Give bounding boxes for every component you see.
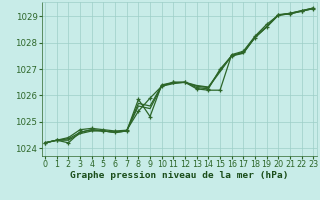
X-axis label: Graphe pression niveau de la mer (hPa): Graphe pression niveau de la mer (hPa)	[70, 171, 288, 180]
